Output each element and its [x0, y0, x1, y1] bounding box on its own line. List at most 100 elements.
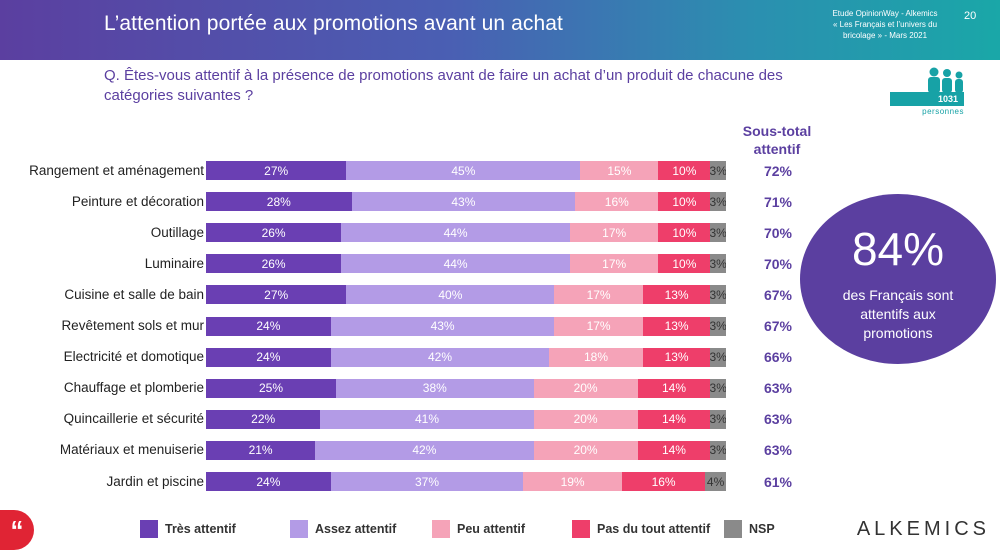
- bar-segment: 17%: [554, 285, 643, 305]
- question-text: Q. Êtes-vous attentif à la présence de p…: [104, 67, 783, 104]
- bar-segment: 38%: [336, 378, 534, 398]
- legend-swatch: [724, 520, 742, 538]
- bar-segment: 3%: [710, 316, 726, 336]
- key-figure-callout: 84% des Français sont attentifs aux prom…: [800, 194, 996, 364]
- chart-legend: Très attentif Assez attentif Peu attentif P…: [140, 518, 800, 540]
- bar-row: 26% 44% 17% 10% 3%: [206, 254, 726, 274]
- subtotal-header-line: Sous-total: [742, 123, 812, 139]
- key-figure-value: 84%: [851, 223, 945, 275]
- bar-segment: 10%: [658, 254, 711, 274]
- bar-segment: 10%: [658, 192, 711, 212]
- legend-item: Pas du tout attentif: [572, 518, 710, 540]
- bar-segment: 26%: [206, 254, 342, 274]
- bar-row: 28% 43% 16% 10% 3%: [206, 192, 726, 212]
- bar-row: 24% 42% 18% 13% 3%: [206, 347, 726, 367]
- bar-segment: 44%: [341, 254, 570, 274]
- bar-segment: 22%: [206, 409, 321, 429]
- bar-segment: 24%: [206, 347, 331, 367]
- category-label: Jardin et piscine: [106, 473, 204, 489]
- category-label: Luminaire: [144, 255, 204, 271]
- bar-segment: 14%: [637, 440, 711, 460]
- legend-label: Pas du tout attentif: [597, 522, 711, 536]
- bar-row: 26% 44% 17% 10% 3%: [206, 223, 726, 243]
- category-label: Rangement et aménagement: [29, 162, 204, 178]
- bar-segment: 27%: [206, 161, 347, 180]
- bar-segment: 14%: [637, 409, 711, 429]
- bar-segment: 24%: [206, 316, 331, 336]
- bar-row: 21% 42% 20% 14% 3%: [206, 440, 726, 460]
- bar-segment: 17%: [569, 223, 659, 243]
- bar-segment: 44%: [341, 223, 570, 243]
- bar-segment: 13%: [642, 316, 711, 336]
- bar-segment: 3%: [710, 223, 726, 243]
- bar-segment: 3%: [710, 285, 726, 305]
- bar-segment: 42%: [330, 347, 550, 367]
- bar-segment: 20%: [533, 378, 638, 398]
- bar-segment: 42%: [315, 440, 534, 460]
- category-label: Peinture et décoration: [71, 193, 204, 209]
- legend-item: Peu attentif: [432, 518, 525, 540]
- legend-label: NSP: [749, 522, 775, 536]
- bar-segment: 40%: [346, 285, 555, 305]
- legend-swatch: [290, 520, 308, 538]
- bar-row: 27% 40% 17% 13% 3%: [206, 285, 726, 305]
- bar-row: 25% 38% 20% 14% 3%: [206, 378, 726, 398]
- bar-segment: 14%: [637, 378, 711, 398]
- header-accent-bar: [988, 30, 996, 60]
- brand-logo: ALKEMICS: [856, 518, 990, 540]
- subtotal-value: 63%: [763, 442, 793, 459]
- bar-segment: 3%: [710, 161, 726, 180]
- category-label: Outillage: [150, 224, 204, 240]
- legend-item: Très attentif: [140, 518, 236, 540]
- page-number: 20: [964, 10, 977, 22]
- sample-badge: 1031 personnes: [890, 66, 964, 118]
- category-label: Cuisine et salle de bain: [64, 286, 204, 302]
- bar-segment: 43%: [351, 192, 576, 212]
- bar-segment: 10%: [658, 223, 711, 243]
- subtotal-value: 63%: [763, 411, 793, 428]
- subtotal-value: 70%: [763, 255, 793, 272]
- category-label: Electricité et domotique: [63, 349, 204, 365]
- bar-segment: 10%: [658, 161, 711, 180]
- bar-segment: 43%: [330, 316, 555, 336]
- subtotal-value: 67%: [763, 318, 793, 334]
- bar-segment: 3%: [710, 440, 726, 460]
- subtotal-value: 71%: [763, 193, 793, 210]
- bar-segment: 3%: [710, 192, 726, 212]
- legend-swatch: [432, 520, 450, 538]
- category-label: Quincaillerie et sécurité: [63, 411, 204, 427]
- quote-icon: “: [0, 510, 34, 550]
- bar-segment: 26%: [206, 223, 342, 243]
- legend-label: Très attentif: [165, 522, 236, 536]
- page-title: L’attention portée aux promotions avant …: [104, 12, 563, 35]
- bar-segment: 25%: [206, 378, 336, 398]
- subtotal-value: 61%: [763, 473, 793, 490]
- bar-segment: 3%: [710, 347, 726, 367]
- bar-segment: 15%: [580, 161, 659, 180]
- legend-label: Peu attentif: [457, 522, 526, 536]
- bar-segment: 13%: [642, 285, 711, 305]
- study-reference: Etude OpinionWay - Alkemics « Les França…: [830, 8, 940, 41]
- bar-segment: 45%: [346, 161, 581, 180]
- category-label: Matériaux et menuiserie: [59, 442, 204, 458]
- bar-segment: 16%: [575, 192, 659, 212]
- subtotal-value: 70%: [763, 224, 793, 241]
- subtotal-value: 63%: [763, 380, 793, 397]
- header-banner: L’attention portée aux promotions avant …: [0, 0, 1000, 60]
- bar-segment: 20%: [533, 440, 638, 460]
- category-label: Revêtement sols et mur: [61, 318, 204, 333]
- bar-segment: 16%: [621, 472, 706, 491]
- key-figure-text: des Français sont attentifs aux promotio…: [842, 287, 954, 341]
- subtotal-header-line: attentif: [753, 141, 801, 157]
- bar-segment: 24%: [206, 472, 331, 491]
- subtotal-header: Sous-total attentif: [727, 122, 827, 158]
- subtotal-value: 66%: [763, 349, 793, 366]
- legend-item: Assez attentif: [290, 518, 396, 540]
- bar-segment: 28%: [206, 192, 352, 212]
- bar-row: 22% 41% 20% 14% 3%: [206, 409, 726, 429]
- legend-item: NSP: [724, 518, 775, 540]
- legend-label: Assez attentif: [315, 522, 397, 536]
- study-line: bricolage » - Mars 2021: [842, 31, 928, 40]
- bar-segment: 37%: [330, 472, 524, 491]
